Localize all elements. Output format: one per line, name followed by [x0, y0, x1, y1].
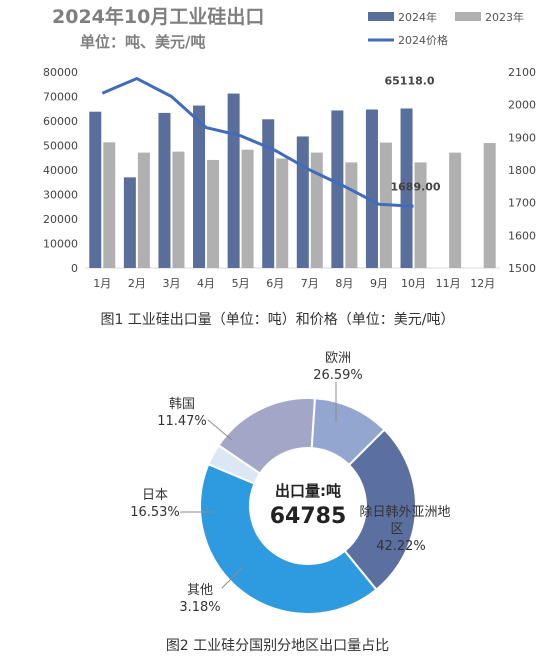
donut-slice	[199, 462, 378, 615]
bar-2024	[296, 136, 309, 268]
y-right-tick-label: 2100	[508, 66, 536, 79]
y-left-tick-label: 0	[71, 262, 78, 275]
y-right-tick-label: 1600	[508, 229, 536, 242]
bar-2023	[276, 158, 289, 268]
leader-line	[221, 566, 244, 589]
slice-name: 除日韩外亚洲地	[359, 505, 450, 520]
bar-2023	[310, 152, 323, 268]
slice-pct: 42.22%	[376, 539, 426, 554]
legend-swatch-2024	[368, 12, 394, 21]
donut-slice	[343, 428, 417, 592]
y-left-tick-label: 50000	[43, 140, 78, 153]
slice-name: 韩国	[169, 397, 195, 412]
x-tick-label: 2月	[128, 277, 146, 290]
slice-name: 其他	[187, 583, 213, 598]
x-tick-label: 11月	[436, 277, 461, 290]
y-right-tick-label: 1500	[508, 262, 536, 275]
bar-2023	[449, 152, 462, 268]
slice-name: 欧洲	[325, 351, 351, 366]
annotation-price: 1689.00	[390, 180, 440, 193]
bar-2023	[241, 149, 254, 268]
y-axis-right: 1500 1600 1700 1800 1900 2000 2100	[508, 66, 536, 275]
bar-2024	[262, 119, 275, 268]
leader-lines	[180, 382, 337, 589]
bar-2024	[227, 93, 240, 268]
figure1-caption: 图1 工业硅出口量（单位：吨）和价格（单位：美元/吨）	[100, 312, 455, 328]
x-tick-label: 6月	[266, 277, 284, 290]
bar-2023	[207, 159, 220, 268]
legend-label-price: 2024价格	[398, 33, 448, 47]
figure2-caption: 图2 工业硅分国别分地区出口量占比	[165, 638, 390, 654]
slice-pct: 16.53%	[130, 505, 180, 520]
y-right-tick-label: 1700	[508, 197, 536, 210]
x-tick-label: 8月	[335, 277, 353, 290]
annotations: 65118.0 1689.00	[384, 74, 440, 193]
bar-2024	[89, 111, 102, 268]
bar-2024	[193, 105, 206, 268]
y-right-tick-label: 1800	[508, 164, 536, 177]
slice-pct: 11.47%	[157, 414, 207, 429]
legend-label-2023: 2023年	[485, 10, 524, 24]
y-left-tick-label: 80000	[43, 66, 78, 79]
legend: 2024年 2023年 2024价格	[368, 10, 524, 47]
export-volume-price-chart: 2024年10月工业硅出口 单位：吨、美元/吨 2024年 2023年 2024…	[43, 5, 536, 290]
legend-swatch-2023	[455, 12, 481, 21]
bar-2023	[414, 162, 427, 268]
bar-2024	[123, 177, 136, 268]
slice-pct: 3.18%	[179, 600, 220, 615]
slice-name: 日本	[142, 488, 168, 503]
donut-center-label: 出口量:吨	[275, 482, 341, 500]
slice-pct: 26.59%	[313, 368, 363, 383]
y-left-tick-label: 70000	[43, 91, 78, 104]
y-left-tick-label: 60000	[43, 115, 78, 128]
y-left-tick-label: 10000	[43, 238, 78, 251]
x-tick-label: 7月	[301, 277, 319, 290]
y-right-tick-label: 2000	[508, 99, 536, 112]
y-left-tick-label: 20000	[43, 213, 78, 226]
bar-2024	[331, 110, 344, 268]
chart-title: 2024年10月工业硅出口	[52, 5, 264, 28]
price-line	[101, 77, 414, 208]
annotation-volume: 65118.0	[384, 74, 434, 87]
y-left-tick-label: 40000	[43, 164, 78, 177]
legend-label-2024: 2024年	[398, 10, 437, 24]
y-left-tick-label: 30000	[43, 189, 78, 202]
bar-2024	[400, 108, 413, 268]
bar-2023	[172, 151, 185, 268]
bar-2023	[345, 162, 358, 268]
x-tick-label: 5月	[232, 277, 250, 290]
price-line-path	[101, 77, 414, 208]
bar-2024	[158, 112, 171, 268]
chart-subtitle: 单位：吨、美元/吨	[80, 33, 205, 51]
x-tick-label: 4月	[197, 277, 215, 290]
leader-line	[207, 419, 233, 441]
donut-center-value: 64785	[270, 504, 347, 529]
y-right-tick-label: 1900	[508, 131, 536, 144]
x-tick-label: 1月	[93, 277, 111, 290]
y-axis-left: 0 10000 20000 30000 40000 50000 60000 70000 8000…	[43, 66, 78, 275]
x-tick-label: 12月	[470, 277, 495, 290]
donut-slice	[310, 397, 386, 467]
x-tick-label: 9月	[370, 277, 388, 290]
x-tick-label: 3月	[162, 277, 180, 290]
donut-slices	[199, 397, 417, 615]
bar-2023	[103, 142, 116, 268]
x-axis-labels: 1月 2月 3月 4月 5月 6月 7月 8月 9月 10月 11月 12月	[93, 277, 495, 290]
slice-name-cont: 区	[390, 522, 403, 537]
x-tick-label: 10月	[401, 277, 426, 290]
bar-2024	[365, 109, 378, 268]
bar-2023	[137, 152, 150, 268]
bar-2023	[483, 143, 496, 268]
